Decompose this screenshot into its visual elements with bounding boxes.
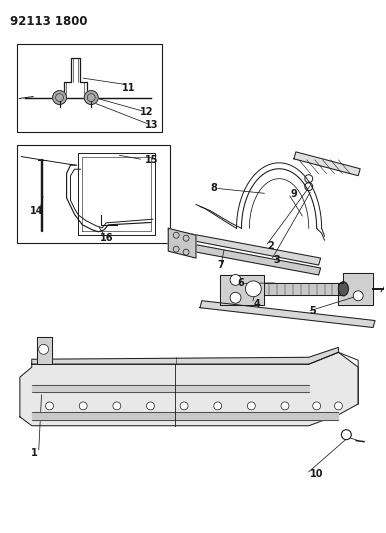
Text: 10: 10 [310,469,323,479]
Text: 8: 8 [210,183,217,193]
Polygon shape [32,385,309,392]
Ellipse shape [339,282,348,296]
Polygon shape [168,228,196,258]
Circle shape [113,402,121,410]
Text: 2: 2 [267,241,274,252]
Circle shape [230,274,241,285]
Polygon shape [37,337,52,364]
Polygon shape [175,241,321,275]
Text: 92113 1800: 92113 1800 [10,15,88,28]
Polygon shape [264,283,344,295]
Circle shape [147,402,154,410]
Text: 9: 9 [290,189,297,198]
Polygon shape [200,301,375,327]
Circle shape [180,402,188,410]
Bar [17,44,163,132]
Circle shape [334,402,342,410]
Text: 14: 14 [30,206,43,216]
Circle shape [79,402,87,410]
Circle shape [313,402,321,410]
Circle shape [214,402,222,410]
Text: 3: 3 [273,255,280,265]
Polygon shape [32,348,339,364]
Text: 4: 4 [254,298,261,309]
Text: 16: 16 [100,233,113,244]
Polygon shape [339,273,373,305]
Circle shape [52,91,66,104]
Circle shape [245,281,261,297]
Text: 13: 13 [145,120,159,130]
Text: 7: 7 [218,261,225,270]
Circle shape [341,430,351,440]
Circle shape [281,402,289,410]
Text: 5: 5 [310,306,316,317]
Text: 1: 1 [31,448,37,458]
Circle shape [84,91,98,104]
Polygon shape [220,275,264,305]
Polygon shape [294,152,360,176]
Polygon shape [20,352,358,426]
Text: 12: 12 [140,107,153,117]
Circle shape [46,402,54,410]
Polygon shape [175,231,321,265]
Polygon shape [32,412,339,420]
Text: 6: 6 [237,278,244,288]
Circle shape [247,402,255,410]
Circle shape [39,344,49,354]
Text: 15: 15 [145,155,159,165]
Circle shape [230,292,241,303]
Circle shape [353,291,363,301]
Bar [17,145,170,243]
Text: 11: 11 [122,83,136,93]
